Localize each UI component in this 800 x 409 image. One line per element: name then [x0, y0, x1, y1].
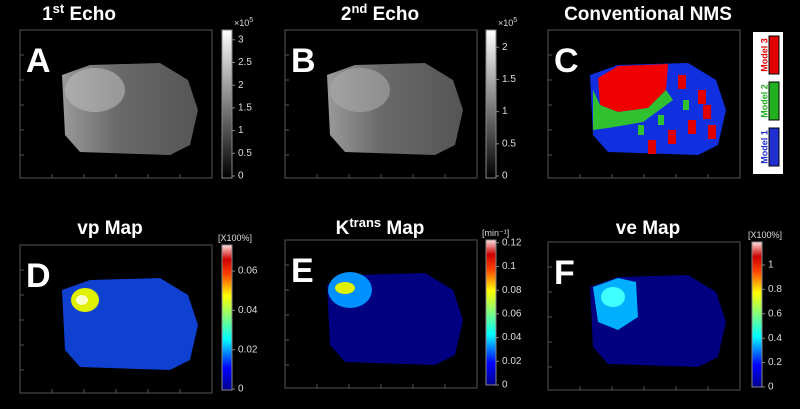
colorbar-tick-label: 0 — [502, 171, 508, 182]
title-part: 2 — [341, 4, 352, 25]
colorbar-tick-label: 2 — [502, 42, 508, 53]
colorbar-unit: [min⁻¹] — [482, 228, 509, 238]
scale-base: ×10 — [234, 18, 249, 28]
colorbar-tick-label: 0.4 — [768, 333, 782, 344]
colorbar-tick-label: 1 — [238, 125, 244, 136]
colorbar — [485, 239, 497, 386]
panel-title: vp Map — [77, 218, 142, 239]
title-part: st — [53, 1, 65, 16]
panel-letter: F — [554, 254, 575, 292]
colorbar-tick-label: 1 — [502, 106, 508, 117]
model-region — [638, 125, 644, 135]
title-part: trans — [349, 215, 381, 230]
colorbar-tick-label: 3 — [238, 34, 244, 45]
panel — [19, 244, 213, 394]
panel — [284, 29, 478, 179]
panel-title: ve Map — [616, 218, 680, 239]
title-part: Map — [381, 218, 424, 239]
panel-letter: C — [554, 42, 579, 80]
colorbar-tick-label: 0.6 — [768, 308, 782, 319]
model-region — [683, 100, 689, 110]
colorbar-tick-label: 2 — [238, 80, 244, 91]
model-region — [593, 90, 673, 130]
legend-label: Model 2 — [759, 84, 769, 118]
title-part: ve Map — [616, 218, 680, 239]
title-part: K — [336, 218, 350, 239]
colorbar-tick-label: 1.5 — [502, 74, 516, 85]
panel-letter: D — [26, 257, 51, 295]
colorbar-scale: ×105 — [498, 17, 517, 28]
colorbar-tick-label: 0.8 — [768, 284, 782, 295]
legend-label: Model 3 — [759, 38, 769, 72]
colorbar-tick-label: 0.06 — [238, 266, 258, 277]
colorbar-unit: [X100%] — [748, 230, 782, 240]
colorbar-tick-label: 0.04 — [502, 332, 522, 343]
scale-exp: 5 — [513, 17, 517, 24]
colorbar-scale: ×105 — [234, 17, 253, 28]
colorbar — [751, 241, 763, 388]
hot-spot — [601, 287, 625, 307]
colorbar-tick-label: 0 — [768, 382, 774, 393]
model-region — [658, 115, 664, 125]
title-part: Conventional NMS — [564, 4, 732, 25]
brain-highlight — [65, 68, 125, 112]
panel-title: 1st Echo — [42, 1, 116, 25]
colorbar-tick-label: 0.5 — [502, 138, 516, 149]
panel — [547, 241, 741, 391]
panel-letter: B — [291, 42, 316, 80]
panel-letter: E — [291, 252, 314, 290]
colorbar-tick-label: 0.02 — [502, 356, 522, 367]
scale-base: ×10 — [498, 18, 513, 28]
panel — [19, 29, 213, 179]
colorbar-tick-label: 0.12 — [502, 237, 522, 248]
colorbar — [221, 29, 233, 179]
legend-swatch — [768, 81, 780, 121]
panel-title: Ktrans Map — [336, 215, 425, 239]
colorbar-tick-label: 0.08 — [502, 285, 522, 296]
title-part: nd — [351, 1, 367, 16]
hot-spot — [335, 282, 355, 294]
title-part: vp Map — [77, 218, 142, 239]
panel-title: Conventional NMS — [564, 4, 732, 25]
scale-exp: 5 — [249, 17, 253, 24]
title-part: 1 — [42, 4, 53, 25]
colorbar-tick-label: 0.5 — [238, 148, 252, 159]
colorbar-tick-label: 0 — [502, 380, 508, 391]
model-region — [668, 130, 676, 144]
model-region — [688, 120, 696, 134]
colorbar-tick-label: 1 — [768, 260, 774, 271]
colorbar-tick-label: 0.1 — [502, 261, 516, 272]
model-region — [648, 140, 656, 154]
model-region — [598, 64, 668, 112]
model-region — [703, 105, 711, 119]
panel-letter: A — [26, 42, 51, 80]
colorbar — [485, 29, 497, 179]
colorbar-tick-label: 0.2 — [768, 357, 782, 368]
title-part: Echo — [367, 4, 419, 25]
panel-title: 2nd Echo — [341, 1, 419, 25]
model-region — [708, 125, 716, 139]
legend-label: Model 1 — [759, 130, 769, 164]
colorbar-tick-label: 0.02 — [238, 344, 258, 355]
colorbar-tick-label: 1.5 — [238, 103, 252, 114]
colorbar-tick-label: 0 — [238, 384, 244, 395]
legend-swatch — [768, 35, 780, 75]
panel — [547, 29, 741, 179]
colorbar-unit: [X100%] — [218, 233, 252, 243]
model-region — [698, 90, 706, 104]
panel — [284, 239, 478, 389]
colorbar-tick-label: 0.04 — [238, 305, 258, 316]
colorbar-tick-label: 2.5 — [238, 57, 252, 68]
brain-highlight — [330, 68, 390, 112]
title-part: Echo — [64, 4, 116, 25]
legend-swatch — [768, 127, 780, 167]
colorbar-tick-label: 0 — [238, 171, 244, 182]
hot-spot — [76, 295, 88, 305]
colorbar — [221, 244, 233, 391]
colorbar-tick-label: 0.06 — [502, 309, 522, 320]
model-region — [678, 75, 686, 89]
